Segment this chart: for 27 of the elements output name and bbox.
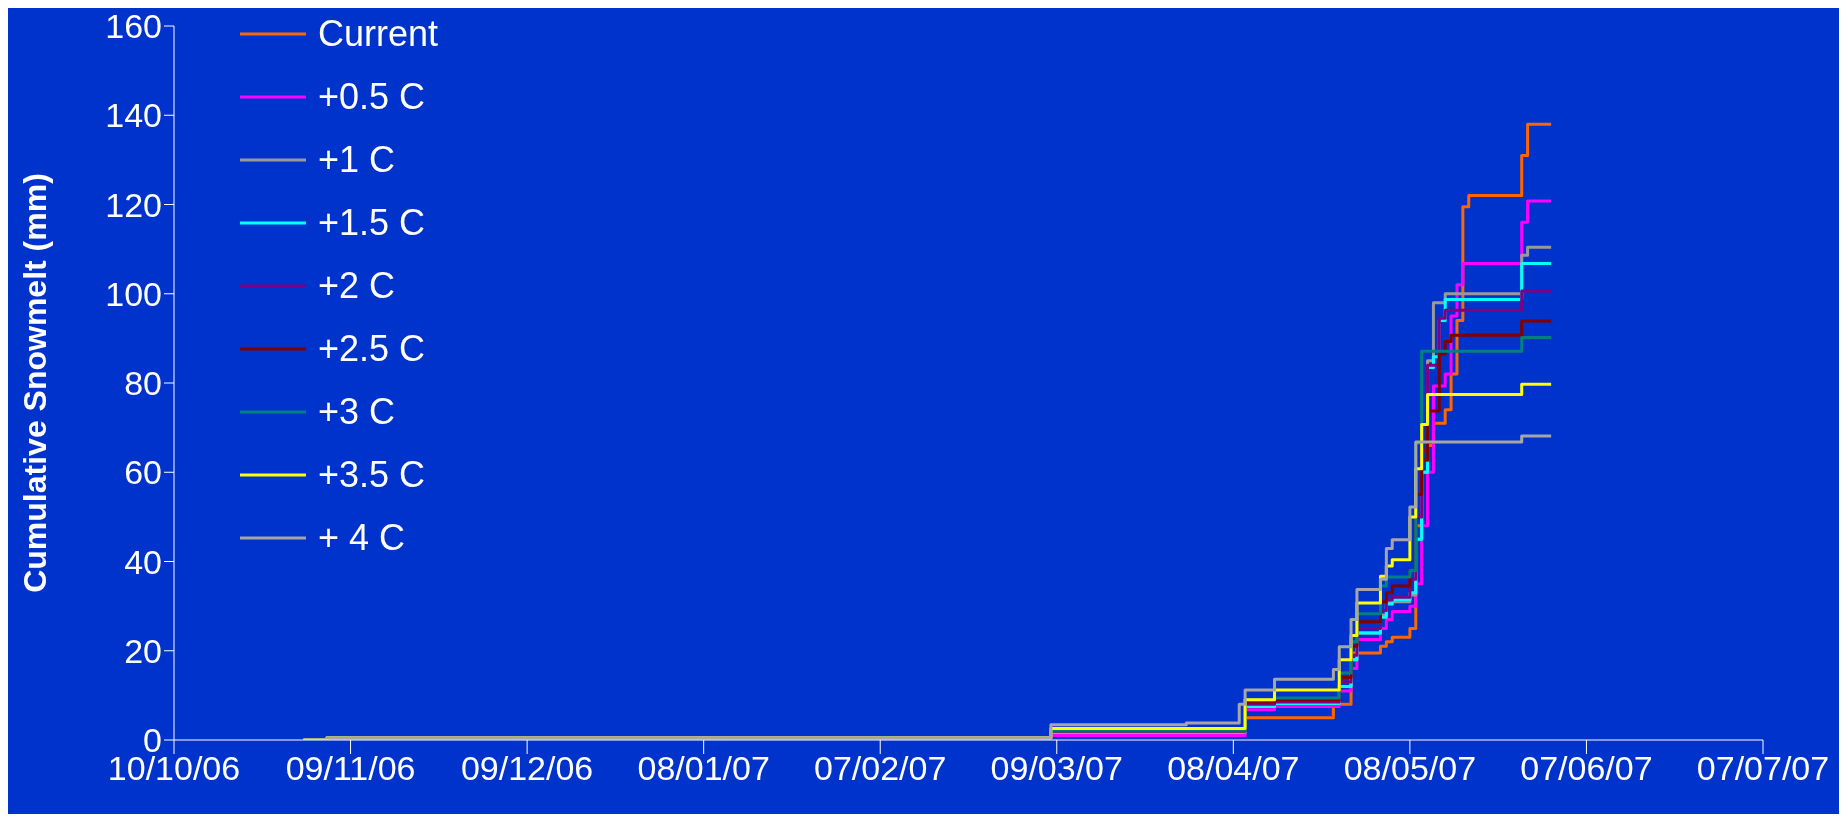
legend-label: +3 C [318, 390, 396, 433]
y-tick-label: 80 [124, 364, 162, 403]
x-tick-label: 08/04/07 [1167, 749, 1300, 788]
legend-label: + 4 C [318, 516, 406, 559]
y-tick-label: 120 [105, 185, 162, 224]
x-tick-label: 08/01/07 [637, 749, 770, 788]
y-tick-label: 20 [124, 631, 162, 670]
x-tick-label: 07/06/07 [1520, 749, 1653, 788]
x-tick-label: 07/07/07 [1696, 749, 1830, 788]
y-tick-label: 60 [124, 453, 162, 492]
legend-label: +2.5 C [318, 327, 426, 370]
x-tick-label: 09/03/07 [990, 749, 1123, 788]
y-tick-label: 140 [105, 96, 162, 135]
legend-label: +1 C [318, 138, 396, 181]
y-tick-label: 40 [124, 542, 162, 581]
y-tick-label: 100 [105, 274, 162, 313]
x-tick-label: 08/05/07 [1343, 749, 1477, 788]
legend-label: +0.5 C [318, 75, 426, 118]
x-tick-label: 09/12/06 [460, 749, 594, 788]
legend-label: +3.5 C [318, 453, 426, 496]
x-tick-label: 07/02/07 [814, 749, 947, 788]
y-axis-title: Cumulative Snowmelt (mm) [17, 173, 54, 593]
x-tick-label: 09/11/06 [285, 749, 416, 788]
legend-label: +1.5 C [318, 201, 426, 244]
legend-label: Current [318, 12, 439, 55]
y-tick-label: 160 [105, 7, 162, 46]
legend-label: +2 C [318, 264, 396, 307]
